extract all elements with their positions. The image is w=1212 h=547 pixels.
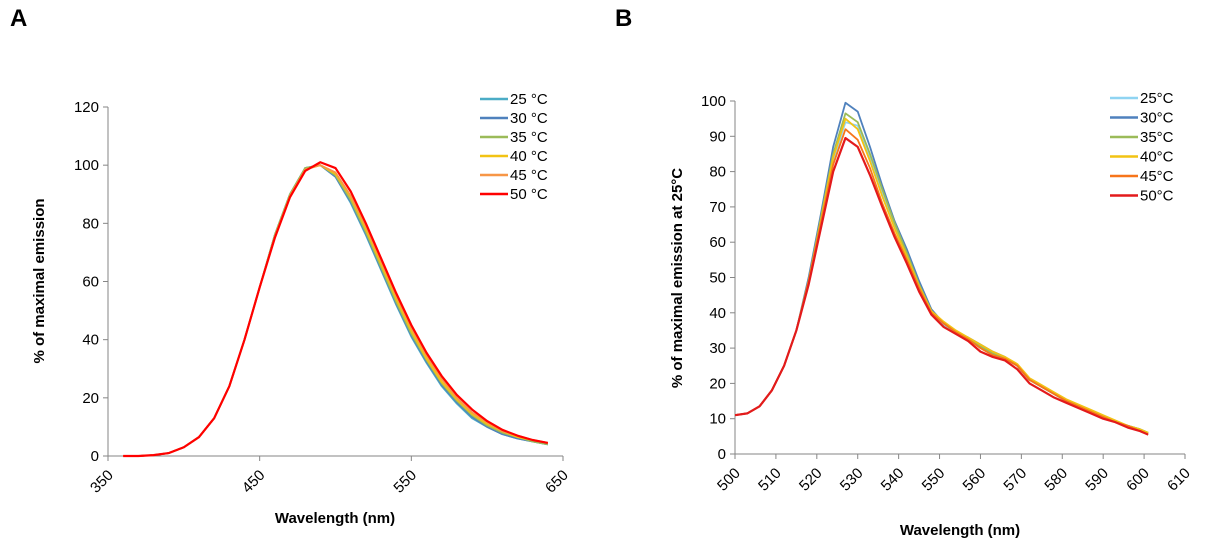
series-line-a-4 [123, 164, 548, 457]
legend-label-b-6: 50°C [1140, 188, 1174, 205]
x-tick-label-b: 540 [878, 465, 908, 495]
y-tick-label-b: 60 [709, 234, 726, 251]
series-line-b-2 [734, 101, 1149, 434]
y-tick-label-a: 80 [82, 215, 99, 232]
x-tick-label-b: 510 [755, 465, 785, 495]
x-tick-label-b: 560 [960, 465, 990, 495]
y-tick-label-a: 120 [74, 99, 99, 116]
series-line-a-1 [123, 164, 548, 457]
x-tick-label-a: 450 [239, 467, 269, 497]
legend-label-a-4: 40 °C [510, 148, 548, 165]
legend-label-b-3: 35°C [1140, 129, 1174, 146]
series-line-a-6 [123, 161, 549, 458]
x-tick-label-b: 580 [1041, 465, 1071, 495]
x-tick-label-b: 550 [919, 465, 949, 495]
x-tick-label-a: 550 [390, 467, 420, 497]
y-tick-label-b: 100 [701, 93, 726, 110]
x-axis-title-b: Wavelength (nm) [900, 522, 1020, 539]
y-tick-label-b: 10 [709, 411, 726, 428]
series-line-b-4 [734, 117, 1149, 434]
y-tick-label-b: 0 [718, 446, 726, 463]
x-axis-title-a: Wavelength (nm) [275, 510, 395, 527]
series-line-a-2 [123, 164, 548, 457]
legend-label-a-3: 35 °C [510, 129, 548, 146]
y-tick-label-b: 40 [709, 305, 726, 322]
panel-label-a: A [10, 5, 27, 32]
legend-label-b-5: 45°C [1140, 168, 1174, 185]
y-tick-label-b: 30 [709, 340, 726, 357]
y-tick-label-a: 40 [82, 332, 99, 349]
y-tick-label-b: 80 [709, 164, 726, 181]
y-tick-label-a: 60 [82, 274, 99, 291]
y-axis-title-b: % of maximal emission at 25°C [669, 168, 686, 388]
y-tick-label-b: 20 [709, 375, 726, 392]
series-line-b-1 [734, 121, 1149, 434]
y-tick-label-b: 90 [709, 128, 726, 145]
y-tick-label-b: 50 [709, 270, 726, 287]
x-tick-label-a: 650 [542, 467, 572, 497]
x-tick-label-b: 520 [796, 465, 826, 495]
x-tick-label-b: 590 [1082, 465, 1112, 495]
y-tick-label-a: 100 [74, 157, 99, 174]
legend-label-a-5: 45 °C [510, 167, 548, 184]
legend-label-b-2: 30°C [1140, 110, 1174, 127]
legend-label-b-4: 40°C [1140, 149, 1174, 166]
x-tick-label-b: 610 [1164, 465, 1194, 495]
legend-label-a-2: 30 °C [510, 110, 548, 127]
x-tick-label-b: 500 [714, 465, 744, 495]
x-tick-label-b: 570 [1000, 465, 1030, 495]
y-tick-label-a: 20 [82, 390, 99, 407]
chart-panel-b: B 0 10 20 30 40 50 60 70 80 90 100 500 510 520 530 540 5… [615, 5, 1194, 539]
y-tick-label-a: 0 [91, 448, 99, 465]
x-tick-label-b: 600 [1123, 465, 1153, 495]
legend-label-a-1: 25 °C [510, 91, 548, 108]
legend-label-a-6: 50 °C [510, 186, 548, 203]
x-tick-label-b: 530 [837, 465, 867, 495]
y-axis-title-a: % of maximal emission [31, 198, 48, 363]
chart-panel-a: A 0 20 40 60 80 100 120 350 450 550 650 25 °C 30 °C… [10, 5, 572, 527]
series-line-b-5 [734, 128, 1149, 436]
series-line-a-5 [123, 164, 548, 457]
legend-label-b-1: 25°C [1140, 90, 1174, 107]
x-tick-label-a: 350 [87, 467, 117, 497]
series-line-b-6 [734, 136, 1149, 436]
series-line-a-3 [123, 164, 548, 457]
series-line-b-3 [734, 112, 1149, 434]
panel-label-b: B [615, 5, 632, 32]
y-tick-label-b: 70 [709, 199, 726, 216]
